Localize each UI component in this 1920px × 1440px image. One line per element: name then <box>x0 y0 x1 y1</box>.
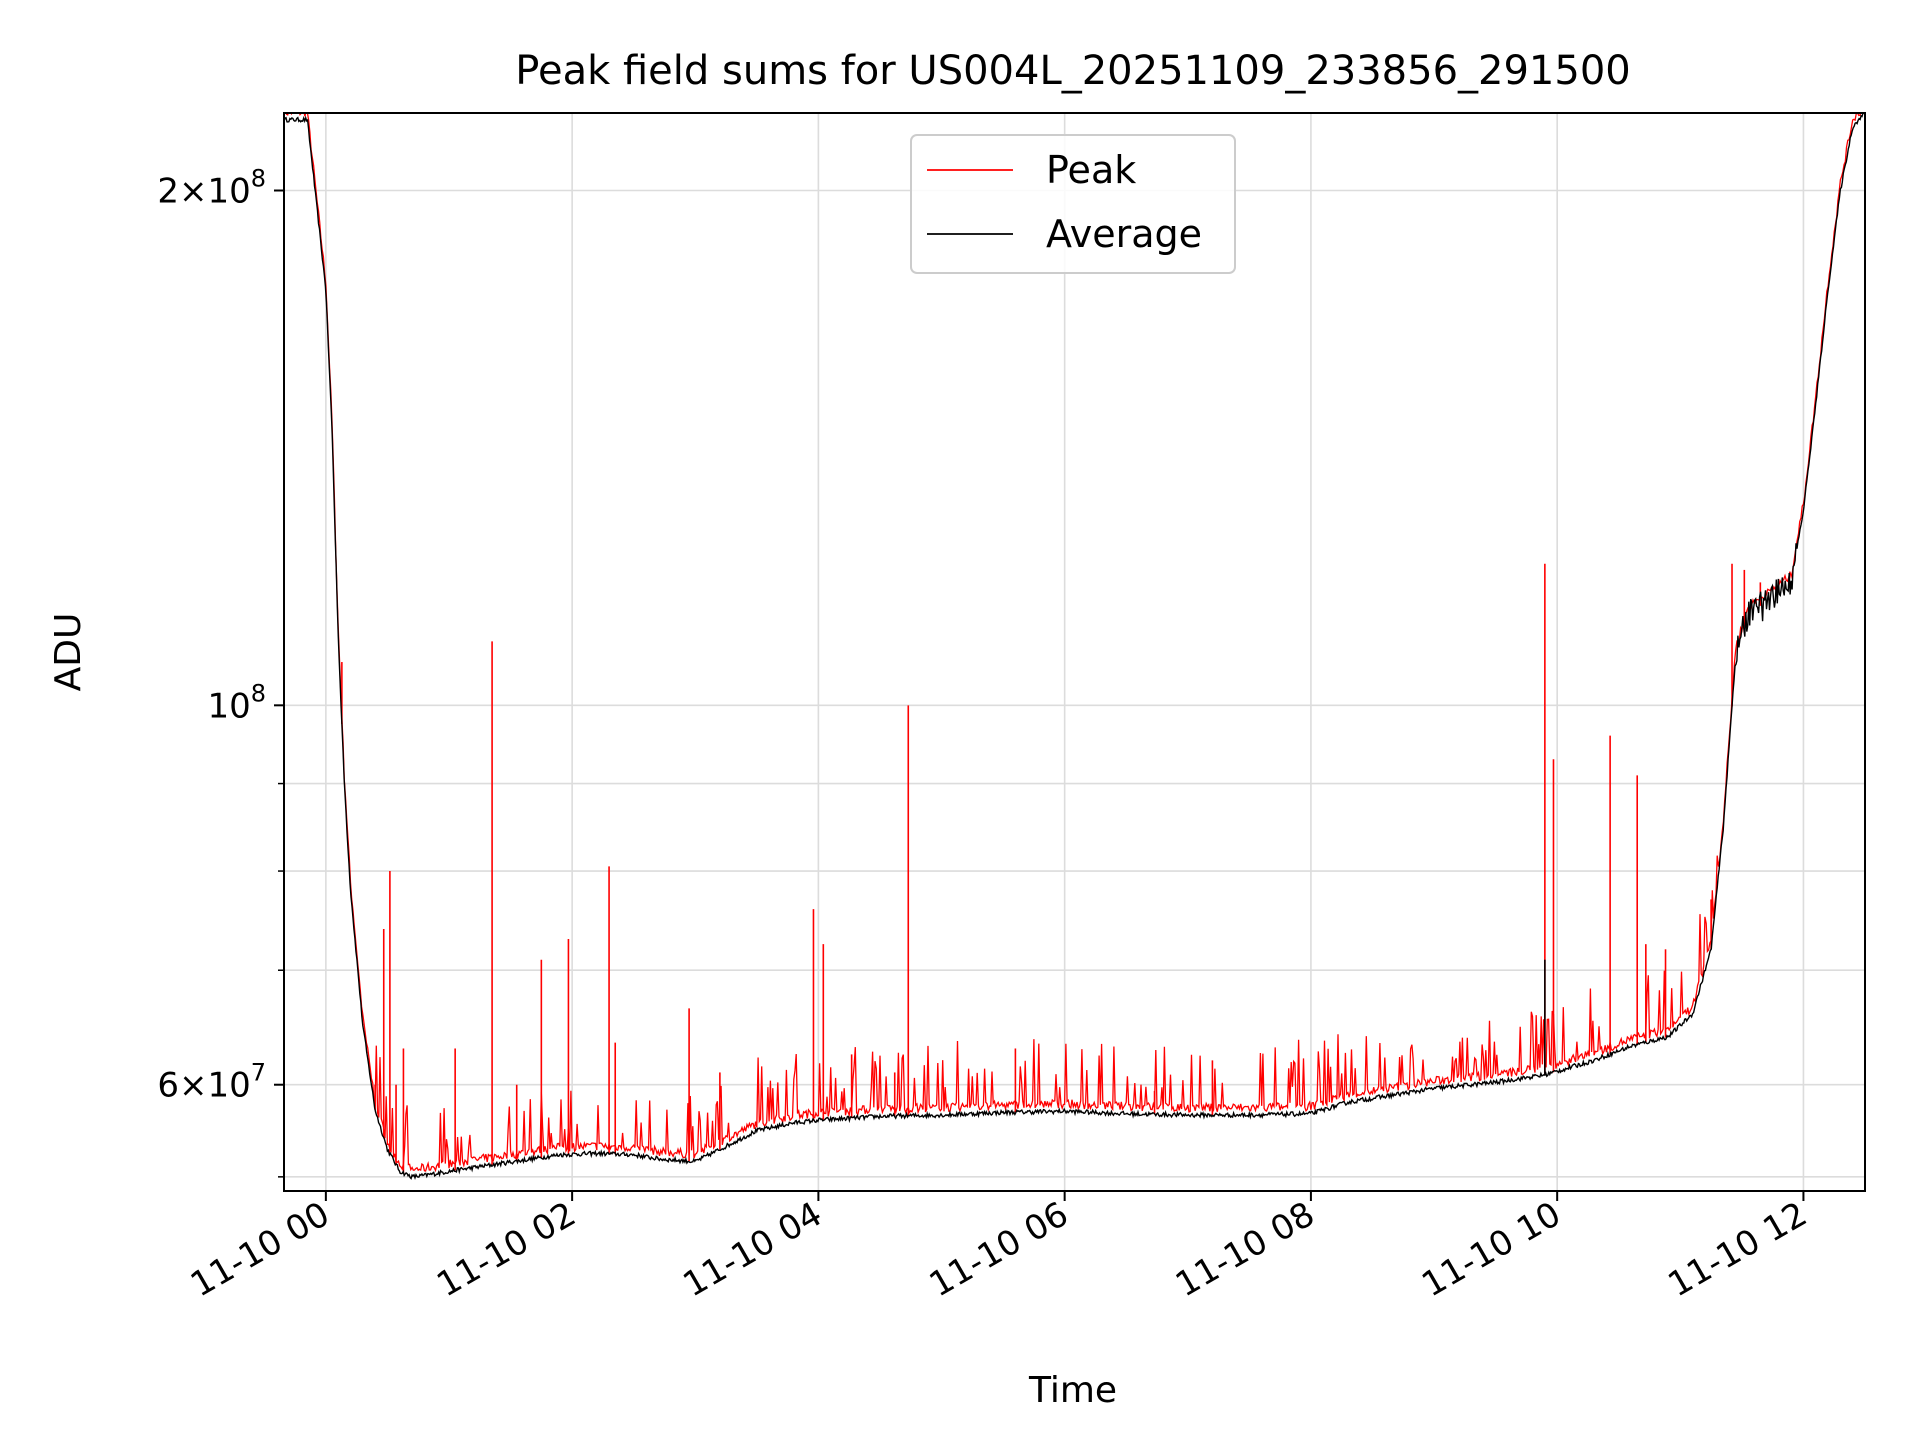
x-tick-label: 11-10 04 <box>676 1194 828 1305</box>
y-tick-label: 108 <box>207 679 266 726</box>
grid <box>284 113 1865 1191</box>
chart-title: Peak field sums for US004L_20251109_2338… <box>515 48 1630 94</box>
plot-frame <box>283 112 1866 1192</box>
legend-average-label: Average <box>1046 212 1202 256</box>
average-series-line <box>284 113 1865 1181</box>
x-axis: 11-10 00 11-10 02 11-10 04 11-10 06 11-10 08… <box>184 1191 1814 1305</box>
series-layer <box>284 113 1865 1181</box>
x-tick-label: 11-10 12 <box>1662 1194 1814 1305</box>
legend: Peak Average <box>910 134 1236 274</box>
legend-peak-label: Peak <box>1046 148 1136 192</box>
y-axis-label: ADU <box>48 613 89 692</box>
x-tick-label: 11-10 06 <box>923 1194 1075 1305</box>
x-tick-label: 11-10 10 <box>1415 1194 1567 1305</box>
y-axis: 2×108 108 6×107 <box>157 165 284 1178</box>
x-axis-label: Time <box>1028 1370 1117 1411</box>
x-tick-label: 11-10 02 <box>430 1194 582 1305</box>
x-tick-label: 11-10 08 <box>1169 1194 1321 1305</box>
peak-series-line <box>284 113 1862 1173</box>
y-tick-label: 2×108 <box>157 165 266 212</box>
x-tick-label: 11-10 00 <box>184 1194 336 1305</box>
y-tick-label: 6×107 <box>157 1059 266 1106</box>
